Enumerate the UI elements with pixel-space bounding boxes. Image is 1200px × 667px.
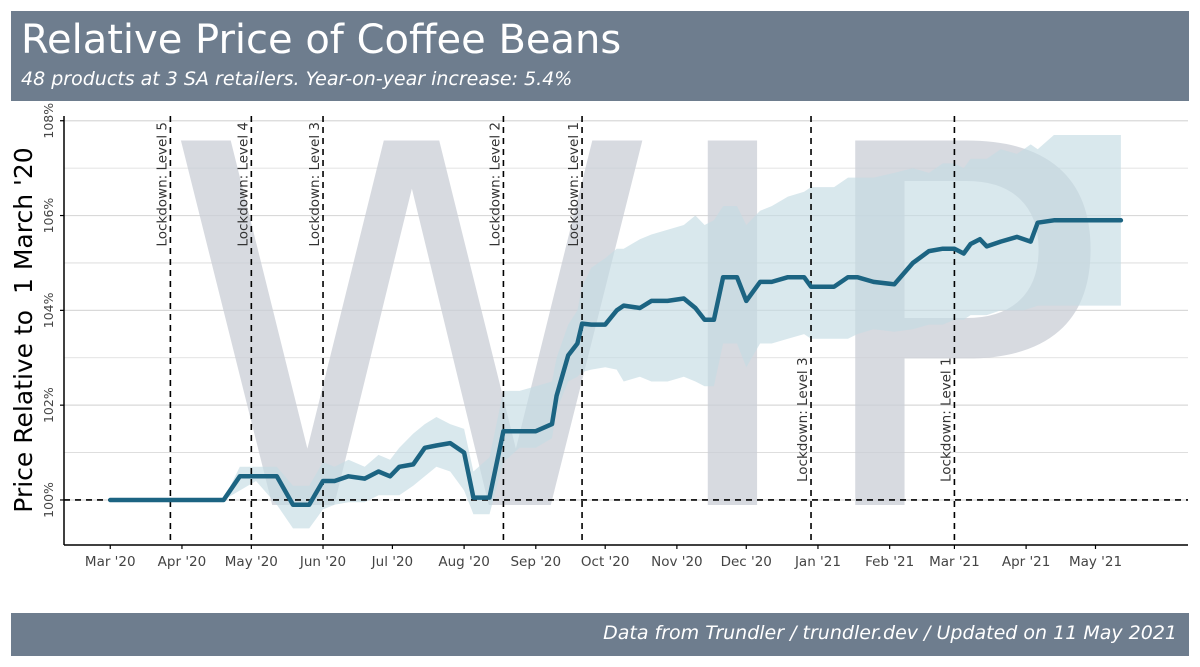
x-tick-label: Feb '21 <box>865 554 914 570</box>
x-tick-label: Apr '21 <box>1002 554 1051 570</box>
lockdown-label: Lockdown: Level 2 <box>487 122 503 247</box>
x-tick-label: Aug '20 <box>438 554 490 570</box>
y-tick-label: 104% <box>41 292 56 328</box>
data-source-caption: Data from Trundler / trundler.dev / Upda… <box>603 622 1177 644</box>
lockdown-label: Lockdown: Level 1 <box>566 122 582 247</box>
y-tick-label: 106% <box>41 198 56 234</box>
lockdown-label: Lockdown: Level 1 <box>938 357 954 482</box>
x-tick-label: Mar '20 <box>85 554 136 570</box>
y-axis-label: Price Relative to 1 March '20 <box>9 147 38 512</box>
lockdown-label: Lockdown: Level 3 <box>795 357 811 482</box>
lockdown-label: Lockdown: Level 5 <box>154 122 170 247</box>
x-tick-label: Apr '20 <box>158 554 207 570</box>
x-tick-label: Jun '20 <box>299 554 346 570</box>
chart-footer: Data from Trundler / trundler.dev / Upda… <box>11 613 1189 656</box>
x-tick-label: Nov '20 <box>651 554 703 570</box>
x-tick-label: Oct '20 <box>581 554 630 570</box>
y-tick-label: 108% <box>41 103 56 139</box>
chart-header: Relative Price of Coffee Beans 48 produc… <box>11 11 1189 101</box>
x-tick-label: May '21 <box>1069 554 1122 570</box>
y-tick-label: 100% <box>41 482 56 518</box>
chart-title: Relative Price of Coffee Beans <box>21 17 622 63</box>
y-tick-label: 102% <box>41 387 56 423</box>
x-tick-label: Mar '21 <box>929 554 980 570</box>
lockdown-label: Lockdown: Level 4 <box>235 122 251 247</box>
x-tick-label: Jul '20 <box>371 554 413 570</box>
confidence-band <box>110 135 1121 529</box>
chart-subtitle: 48 products at 3 SA retailers. Year-on-y… <box>21 68 573 90</box>
lockdown-label: Lockdown: Level 3 <box>307 122 323 247</box>
x-tick-label: Sep '20 <box>510 554 561 570</box>
price-series-line <box>108 218 1124 507</box>
x-tick-label: May '20 <box>225 554 278 570</box>
x-tick-label: Jan '21 <box>794 554 841 570</box>
x-tick-label: Dec '20 <box>721 554 772 570</box>
